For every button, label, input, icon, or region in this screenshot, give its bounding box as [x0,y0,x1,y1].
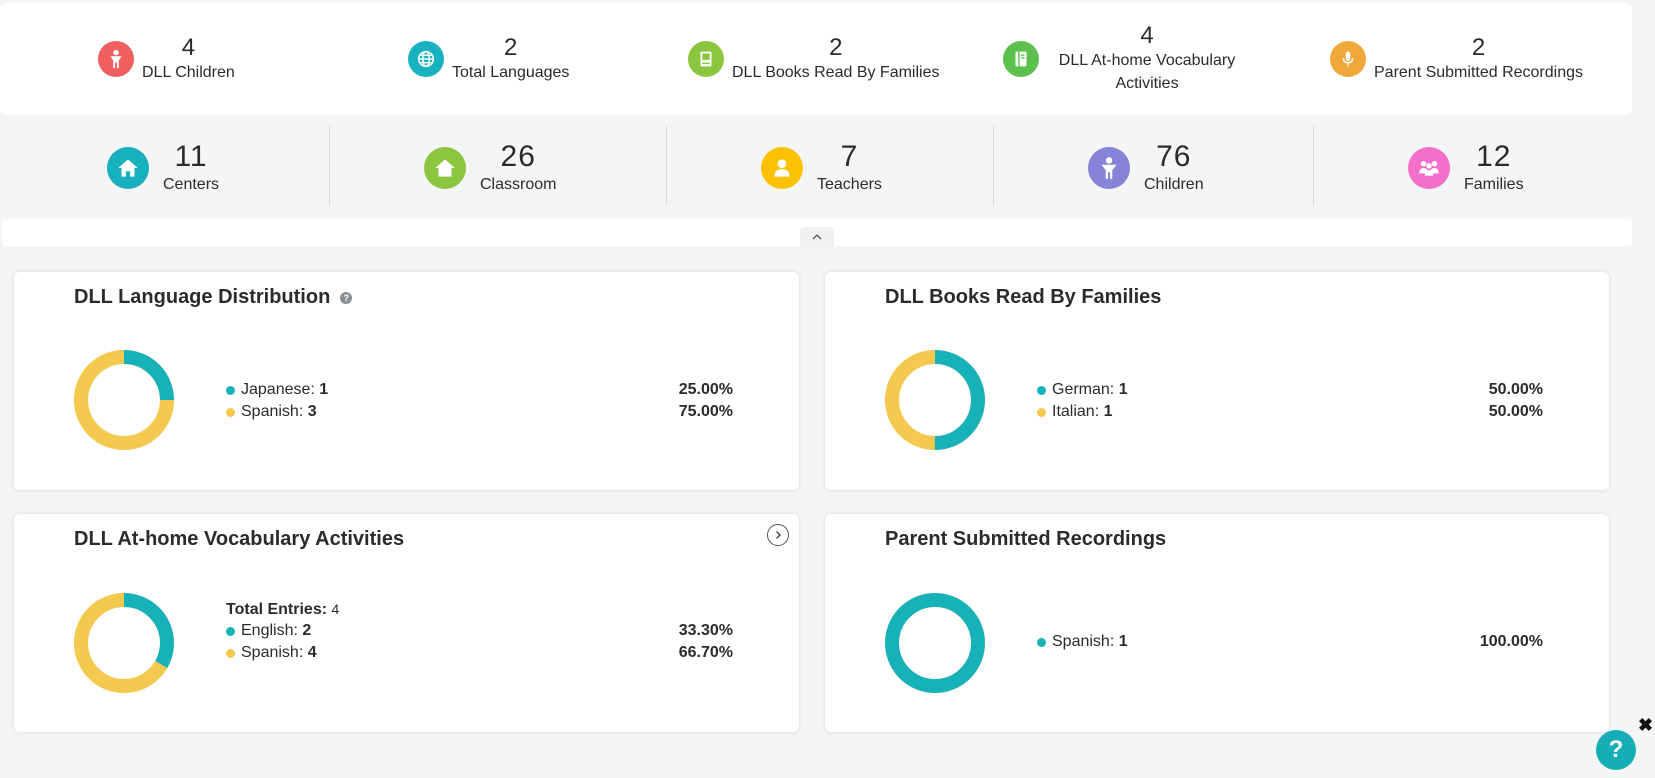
summary-books-read[interactable]: 2 DLL Books Read By Families [688,3,940,115]
stats-row: 11 Centers 26 Classroom 7 Teachers 76 Ch… [0,116,1632,220]
language-donut-chart [74,350,174,450]
chevron-right-icon [776,531,781,539]
summary-value: 4 [1140,22,1154,49]
vocab-legend: Total Entries: 4 English: 2 Spanish: 4 [226,598,339,664]
legend-dot [226,407,235,417]
summary-label: Total Languages [452,63,570,81]
book-icon [688,41,724,77]
legend-item: Spanish: 4 [226,642,339,664]
family-icon [1408,147,1450,189]
home-icon [107,147,149,189]
child-icon [1088,147,1130,189]
books-read-card: DLL Books Read By Families German: 1 Ita… [825,272,1609,490]
donut-segment[interactable] [74,593,174,693]
summary-label: Parent Submitted Recordings [1374,63,1583,81]
summary-dll-children[interactable]: 4 DLL Children [98,3,235,115]
stat-families[interactable]: 12 Families [1408,126,1524,210]
vocab-donut-chart [74,593,174,693]
percentage: 100.00% [1479,633,1543,650]
summary-label: DLL At-home Vocabulary Activities [1058,52,1236,92]
help-button[interactable]: ? [1596,730,1636,770]
stat-value: 12 [1476,140,1512,173]
books-percentages: 50.00% 50.00% [1489,379,1543,423]
stat-classroom[interactable]: 26 Classroom [424,126,556,210]
legend-dot [1037,385,1046,395]
teacher-icon [761,147,803,189]
total-entries: Total Entries: 4 [226,601,340,618]
stat-value: 26 [500,140,536,173]
card-title: Parent Submitted Recordings [885,528,1167,550]
percentage: 66.70% [678,644,733,661]
language-legend: Japanese: 1 Spanish: 3 [226,379,328,423]
card-title: DLL At-home Vocabulary Activities [74,528,405,550]
legend-item: Japanese: 1 [226,379,328,401]
stat-value: 11 [174,140,208,173]
stat-children[interactable]: 76 Children [1088,126,1204,210]
summary-total-languages[interactable]: 2 Total Languages [408,3,569,115]
card-title: DLL Language Distribution? [74,286,353,309]
legend-item: Spanish: 1 [1037,631,1128,653]
summary-recordings[interactable]: 2 Parent Submitted Recordings [1330,3,1583,115]
recordings-donut-chart [885,593,985,693]
legend-dot [226,648,235,658]
summary-value: 2 [504,33,518,61]
divider [1313,126,1314,206]
percentage: 50.00% [1488,381,1543,398]
donut-segment[interactable] [74,350,174,450]
child-icon [98,41,134,77]
donut-segment[interactable] [885,350,985,450]
percentage: 50.00% [1488,403,1543,420]
recordings-card: Parent Submitted Recordings Spanish: 1 1… [825,514,1609,732]
percentage: 75.00% [678,403,733,420]
language-distribution-card: DLL Language Distribution? Japanese: 1 S… [14,272,799,490]
summary-label: DLL Books Read By Families [732,63,940,81]
stat-label: Centers [163,176,220,193]
help-icon[interactable]: ? [340,291,353,304]
books-legend: German: 1 Italian: 1 [1037,379,1128,423]
chevron-up-icon [812,234,822,240]
divider [666,126,667,206]
legend-dot [1037,637,1046,647]
dll-summary-strip: 4 DLL Children 2 Total Languages 2 DLL B… [0,3,1632,115]
summary-value: 4 [181,33,196,61]
globe-icon [408,41,444,77]
stat-label: Classroom [480,176,557,193]
summary-label: DLL Children [142,63,235,81]
stat-value: 7 [840,140,859,173]
legend-dot [226,385,235,395]
stat-label: Teachers [817,176,882,193]
recordings-legend: Spanish: 1 [1037,631,1128,653]
stat-value: 76 [1156,140,1192,173]
stat-label: Families [1464,176,1524,193]
close-icon[interactable]: ✖ [1638,715,1654,735]
legend-item: Spanish: 3 [226,401,328,423]
summary-vocab-activities[interactable]: 4 DLL At-home Vocabulary Activities [1003,3,1247,115]
home-icon [424,147,466,189]
legend-dot [1037,407,1046,417]
summary-value: 2 [1471,33,1486,61]
legend-item: German: 1 [1037,379,1128,401]
percentage: 25.00% [678,381,733,398]
legend-dot [226,626,235,636]
books-donut-chart [885,350,985,450]
view-details-button[interactable] [767,524,789,546]
card-title: DLL Books Read By Families [885,286,1162,308]
divider [329,126,330,206]
notebook-icon [1003,41,1039,77]
percentage: 33.30% [678,622,733,639]
summary-value: 2 [829,33,843,61]
recordings-percentages: 100.00% [1480,631,1543,653]
legend-item: Italian: 1 [1037,401,1128,423]
stat-centers[interactable]: 11 Centers [107,126,219,210]
stat-label: Children [1144,176,1204,193]
stat-teachers[interactable]: 7 Teachers [761,126,882,210]
collapse-toggle-button[interactable] [800,227,834,247]
legend-item: English: 2 [226,620,339,642]
language-percentages: 25.00% 75.00% [679,379,733,423]
microphone-icon [1330,41,1366,77]
divider [993,126,994,206]
donut-segment[interactable] [885,593,985,693]
vocab-activities-card: DLL At-home Vocabulary Activities Total … [14,514,799,732]
vocab-percentages: 33.30% 66.70% [679,620,733,664]
